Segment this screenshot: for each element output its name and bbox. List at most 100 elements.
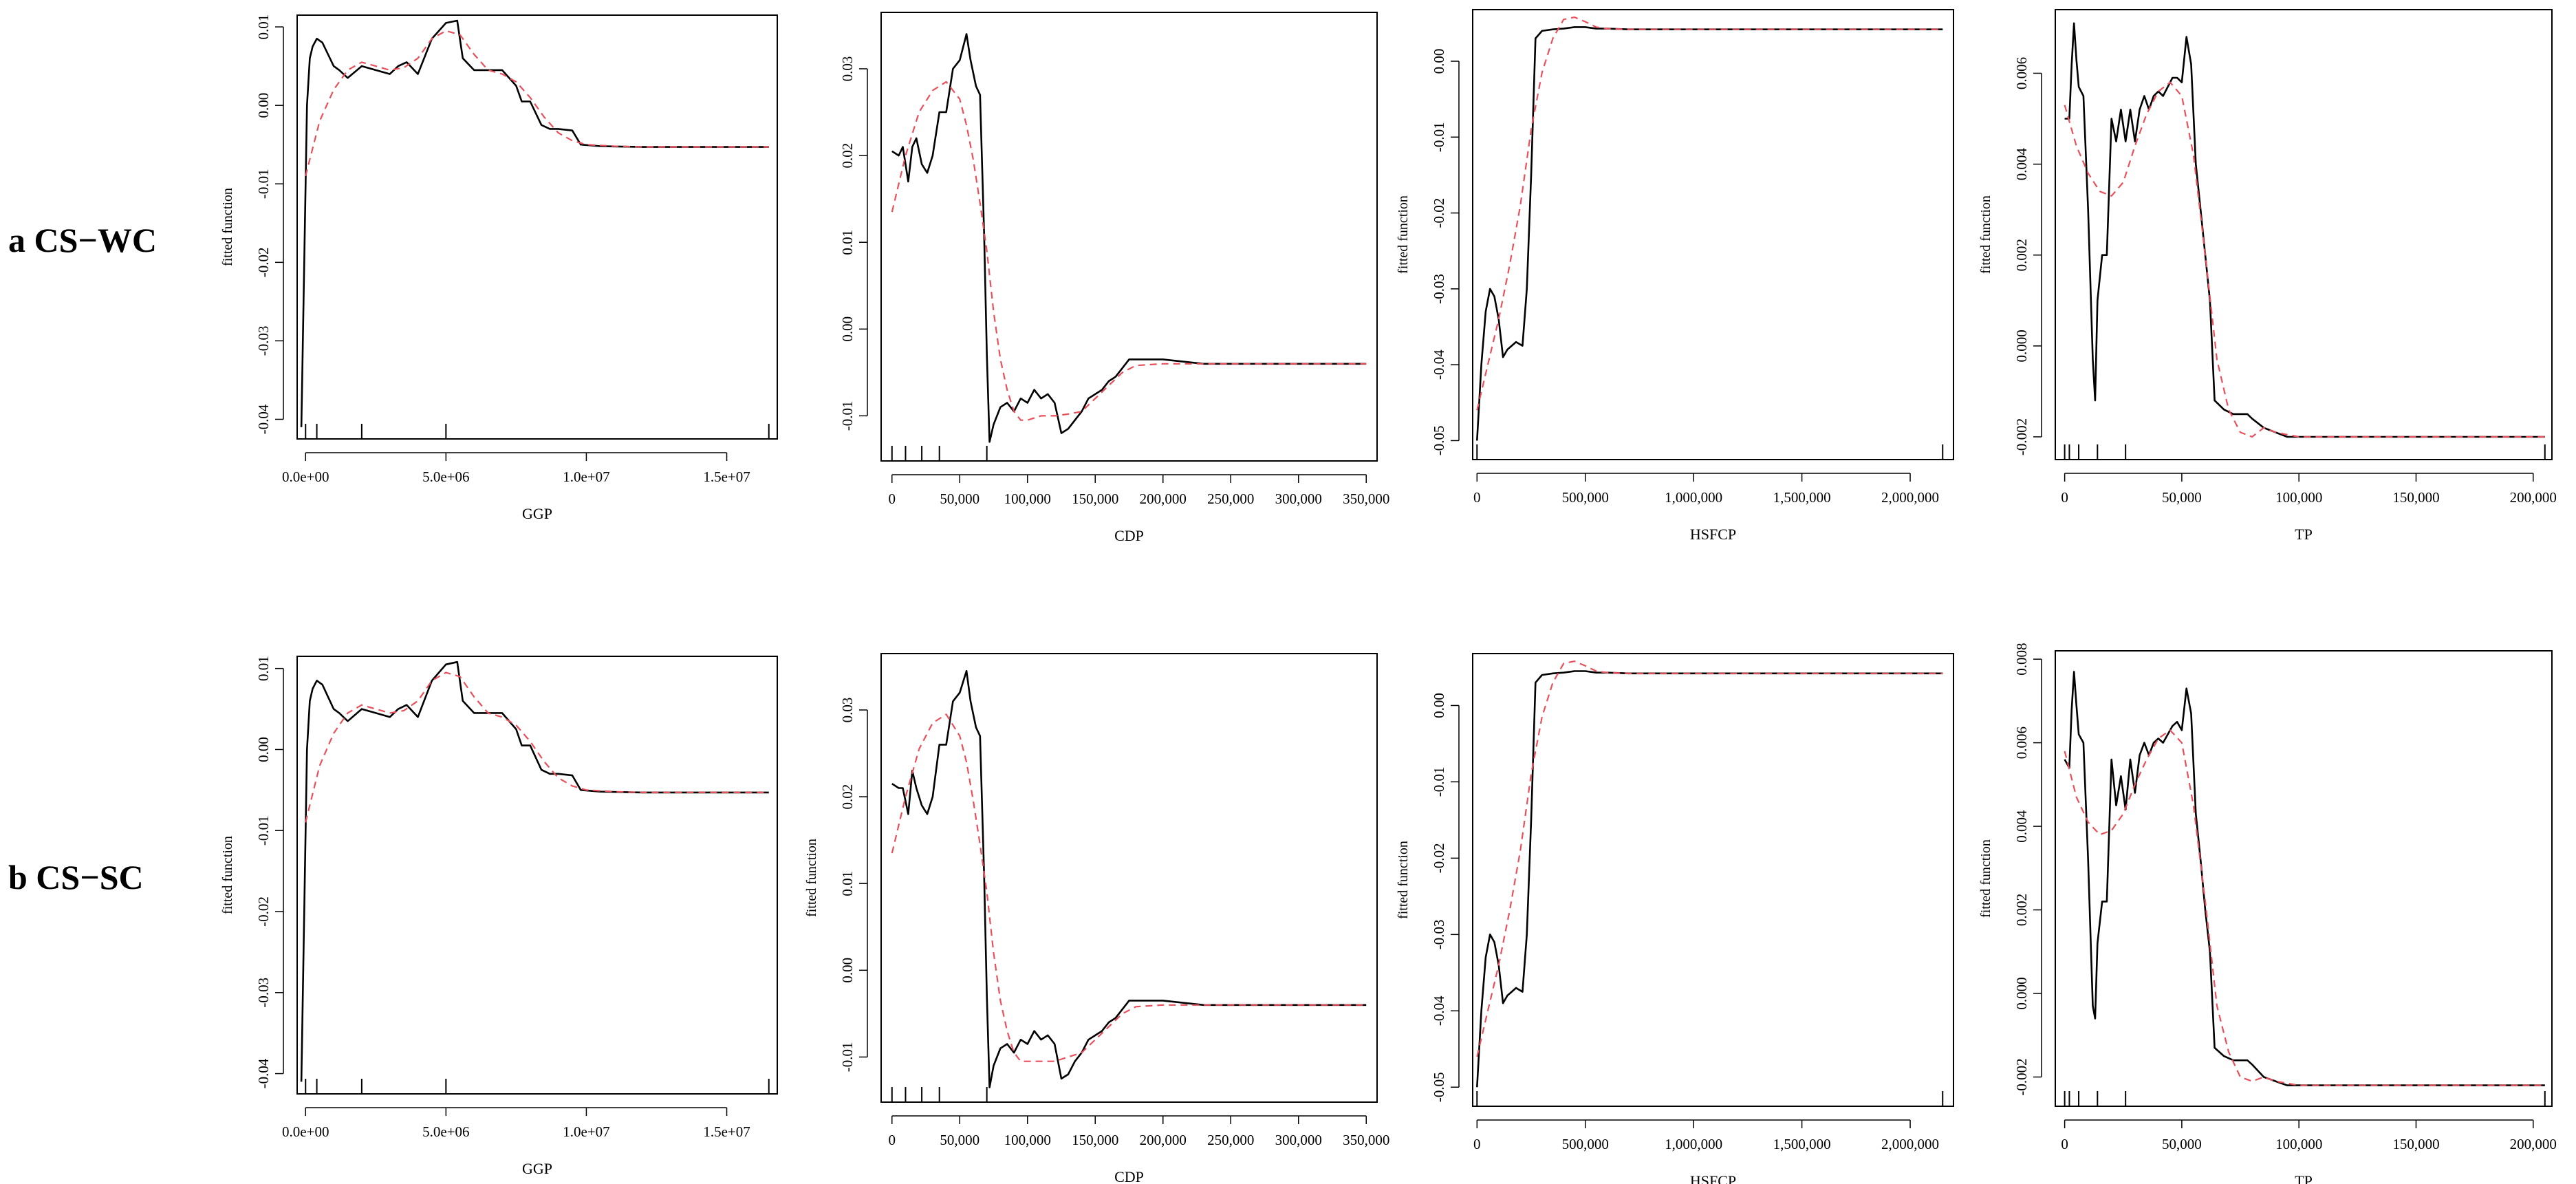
rug (891, 446, 988, 461)
fitted-function-line (891, 33, 1367, 443)
plot-frame (880, 12, 1378, 462)
y-axis: -0.04 -0.03 -0.02 -0.01 0.00 0.01 fitted funct… (220, 14, 284, 434)
y-axis: -0.05 -0.04 -0.03 -0.02 -0.01 0.00 fitted func… (1396, 49, 1460, 456)
y-tick-label: 0.006 (2013, 57, 2030, 89)
x-tick-label: 150,000 (1072, 491, 1118, 507)
x-tick-label: 2,000,000 (1881, 489, 1939, 506)
y-tick-label: -0.04 (255, 1058, 272, 1088)
row-label-cs-sc: b CS−SC (8, 858, 144, 896)
x-tick-label: 0.0e+00 (282, 469, 329, 485)
x-axis-label: HSFCP (1690, 526, 1736, 543)
y-tick-label: -0.02 (255, 896, 272, 927)
x-tick-label: 100,000 (2275, 1136, 2322, 1152)
fitted-function-line (2064, 671, 2545, 1086)
smoothed-fit-line (2064, 729, 2545, 1086)
x-axis: 0 50,000 100,000 150,000 200,000 TP (2061, 1119, 2557, 1184)
x-tick-label: 300,000 (1275, 491, 1322, 507)
y-tick-label: -0.01 (839, 401, 856, 431)
smoothed-fit-line (891, 713, 1367, 1062)
rug (1476, 1091, 1944, 1106)
x-tick-label: 250,000 (1207, 491, 1254, 507)
y-axis-label: fitted function (1396, 195, 1411, 274)
x-tick-label: 50,000 (2162, 1136, 2202, 1152)
x-axis: 0 500,000 1,000,000 1,500,000 2,000,000 HSFCP (1473, 473, 1939, 543)
x-tick-label: 1.0e+07 (563, 1123, 609, 1140)
x-axis: 0 50,000 100,000 150,000 200,000 250,000 300,0… (889, 1115, 1389, 1184)
x-tick-label: 500,000 (1562, 1136, 1609, 1152)
x-tick-label: 100,000 (2275, 489, 2322, 506)
x-tick-label: 100,000 (1004, 1132, 1051, 1148)
y-tick-label: 0.004 (2013, 147, 2030, 180)
y-axis: -0.002 0.000 0.002 0.004 0.006 fitted functio… (1978, 57, 2042, 455)
x-tick-label: 150,000 (1072, 1132, 1118, 1148)
y-axis: -0.01 0.00 0.01 0.02 0.03 (839, 56, 868, 431)
x-tick-label: 0 (1473, 489, 1481, 506)
y-axis: -0.05 -0.04 -0.03 -0.02 -0.01 0.00 fitted func… (1396, 693, 1460, 1102)
y-axis-label: fitted function (220, 836, 235, 914)
y-tick-label: 0.01 (839, 230, 856, 255)
x-tick-label: 100,000 (1004, 491, 1051, 507)
y-tick-label: 0.02 (839, 143, 856, 169)
smoothed-fit-line (2064, 81, 2545, 438)
rug (2064, 1091, 2546, 1106)
plot-frame (880, 653, 1378, 1103)
smoothed-fit-line (891, 80, 1367, 421)
x-tick-label: 350,000 (1343, 491, 1389, 507)
y-tick-label: -0.02 (255, 247, 272, 277)
y-tick-label: -0.05 (1431, 426, 1447, 456)
y-tick-label: -0.05 (1431, 1072, 1447, 1102)
rug (1476, 444, 1944, 460)
x-axis: 0 500,000 1,000,000 1,500,000 2,000,000 HSFCP (1473, 1119, 1939, 1184)
y-tick-label: 0.002 (2013, 239, 2030, 271)
x-axis-label: GGP (522, 1160, 552, 1177)
y-axis-label: fitted function (1978, 839, 1993, 918)
y-tick-label: -0.02 (1431, 843, 1447, 874)
y-tick-label: -0.01 (1431, 122, 1447, 152)
y-tick-label: 0.03 (839, 56, 856, 82)
y-axis-label: fitted function (220, 188, 235, 266)
rug (2064, 444, 2546, 460)
y-axis: -0.01 0.00 0.01 0.02 0.03 fitted function (804, 698, 868, 1072)
y-axis-label: fitted function (1978, 195, 1993, 274)
y-tick-label: -0.04 (1431, 995, 1447, 1026)
y-tick-label: 0.00 (255, 737, 272, 762)
x-tick-label: 0 (1473, 1136, 1481, 1152)
x-axis-label: GGP (522, 505, 552, 522)
y-axis: -0.002 0.000 0.002 0.004 0.006 0.008 fitted fu… (1978, 643, 2042, 1096)
y-tick-label: 0.000 (2013, 977, 2030, 1009)
chart-panel-7: 0 500,000 1,000,000 1,500,000 2,000,000 HSFCP… (1396, 653, 1954, 1184)
fitted-function-line (300, 19, 769, 427)
x-axis-label: CDP (1114, 527, 1144, 544)
y-tick-label: 0.01 (839, 871, 856, 896)
x-tick-label: 50,000 (940, 1132, 979, 1148)
y-axis-label: fitted function (804, 839, 819, 917)
x-tick-label: 0 (2061, 1136, 2068, 1152)
y-tick-label: -0.01 (255, 169, 272, 199)
x-tick-label: 250,000 (1207, 1132, 1254, 1148)
x-tick-label: 0 (889, 491, 896, 507)
x-tick-label: 5.0e+06 (422, 469, 469, 485)
y-tick-label: 0.008 (2013, 643, 2030, 676)
x-tick-label: 0.0e+00 (282, 1123, 329, 1140)
x-tick-label: 1,000,000 (1665, 1136, 1722, 1152)
x-tick-label: 1.5e+07 (703, 469, 750, 485)
plot-frame (296, 14, 778, 440)
fitted-function-line (891, 669, 1367, 1088)
chart-panel-6: 0 50,000 100,000 150,000 200,000 250,000 300,0… (804, 653, 1389, 1184)
chart-panel-5: 0.0e+00 5.0e+06 1.0e+07 1.5e+07GGP-0.04-0.0… (220, 656, 778, 1177)
y-axis-label: fitted function (1396, 841, 1411, 919)
smoothed-fit-line (305, 671, 769, 823)
x-tick-label: 500,000 (1562, 489, 1609, 506)
y-tick-label: -0.03 (255, 326, 272, 356)
y-tick-label: 0.002 (2013, 894, 2030, 926)
x-tick-label: 0 (889, 1132, 896, 1148)
plot-frame (2055, 9, 2553, 460)
rug (891, 1087, 988, 1102)
y-tick-label: 0.00 (839, 958, 856, 983)
chart-panel-4: 0 50,000 100,000 150,000 200,000 TP -0.002 0.00… (1978, 9, 2557, 543)
y-tick-label: -0.002 (2013, 418, 2030, 455)
y-tick-label: 0.004 (2013, 810, 2030, 843)
y-tick-label: -0.01 (1431, 767, 1447, 797)
y-tick-label: 0.00 (255, 93, 272, 118)
